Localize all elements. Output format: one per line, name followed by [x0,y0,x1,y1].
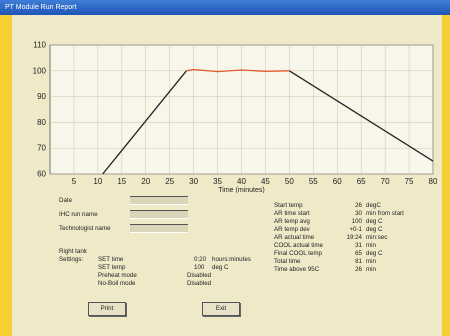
x-tick-label: 15 [117,177,126,186]
stat-value: +0-1 [349,226,362,233]
setting-value: Disabled [187,280,212,287]
date-field[interactable] [130,196,188,205]
x-tick-label: 65 [357,177,366,186]
series-line [289,70,434,162]
x-tick-label: 30 [189,177,198,186]
stat-value: 100 [351,218,362,225]
setting-value: 0:20 [194,256,207,263]
stat-unit: degC [366,202,381,209]
stat-label: Start temp [274,202,303,209]
report-client-area: 60 70 80 90 100 110 5 10 15 20 25 30 35 40 45 50 55 60 65 7… [12,15,442,336]
technologist-name-label: Technologist name [59,225,111,232]
x-tick-label: 80 [429,177,438,186]
x-tick-label: 60 [333,177,342,186]
x-tick-label: 20 [141,177,150,186]
setting-label: No-Boil mode [98,280,136,287]
series-line [186,68,290,73]
setting-value: 100 [194,264,205,271]
stat-unit: min [366,258,376,265]
stat-unit: deg C [366,226,383,233]
window-title: PT Module Run Report [0,0,450,15]
series-line [102,70,187,175]
left-border [0,15,12,336]
stat-unit: min from start [366,210,404,217]
stat-value: 26 [355,266,362,273]
tank-label: Right tank [59,248,87,255]
x-tick-label: 40 [237,177,246,186]
date-label: Date [59,197,73,204]
x-tick-label: 25 [165,177,174,186]
stat-label: Time above 95C [274,266,320,273]
stat-unit: deg C [366,218,383,225]
stat-value: 19:24 [346,234,362,241]
stat-label: AR time start [274,210,310,217]
print-button[interactable]: Print [88,302,126,316]
technologist-name-field[interactable] [130,224,188,233]
stat-label: AR temp dev [274,226,310,233]
ihc-run-name-label: IHC run name [59,211,98,218]
setting-label: SET time [98,256,124,263]
stat-unit: min [366,266,376,273]
stat-label: COOL actual time [274,242,323,249]
setting-label: Preheat mode [98,272,137,279]
x-tick-label: 75 [405,177,414,186]
setting-unit: deg C [212,264,229,271]
stat-label: AR temp avg [274,218,310,225]
stat-value: 65 [355,250,362,257]
x-axis-label: Time (minutes) [218,187,264,193]
stat-value: 31 [355,242,362,249]
setting-value: Disabled [187,272,212,279]
x-tick-label: 45 [261,177,270,186]
y-tick-label: 100 [33,66,47,75]
x-tick-label: 70 [381,177,390,186]
temperature-chart: 60 70 80 90 100 110 5 10 15 20 25 30 35 40 45 50 55 60 65 7… [33,41,438,194]
y-tick-label: 110 [33,41,46,50]
stat-value: 26 [355,202,362,209]
x-tick-label: 10 [93,177,102,186]
x-tick-label: 35 [213,177,222,186]
y-tick-label: 90 [37,92,46,101]
stat-label: AR actual time [274,234,315,241]
ihc-run-name-field[interactable] [130,210,188,219]
stat-label: Total time [274,258,301,265]
stat-unit: min [366,242,376,249]
stat-unit: min:sec [366,234,388,241]
setting-unit: hours:minutes [212,256,251,263]
settings-label: Settings: [59,256,84,263]
x-tick-label: 50 [285,177,294,186]
stat-unit: deg C [366,250,383,257]
x-tick-label: 5 [72,177,77,186]
stat-value: 30 [355,210,362,217]
x-tick-label: 55 [309,177,318,186]
exit-button[interactable]: Exit [202,302,240,316]
y-tick-label: 70 [37,144,46,153]
y-tick-label: 80 [37,118,46,127]
stat-label: Final COOL temp [274,250,322,257]
setting-label: SET temp [98,264,126,271]
right-border [442,15,450,336]
y-tick-label: 60 [37,170,46,179]
stat-value: 81 [355,258,362,265]
